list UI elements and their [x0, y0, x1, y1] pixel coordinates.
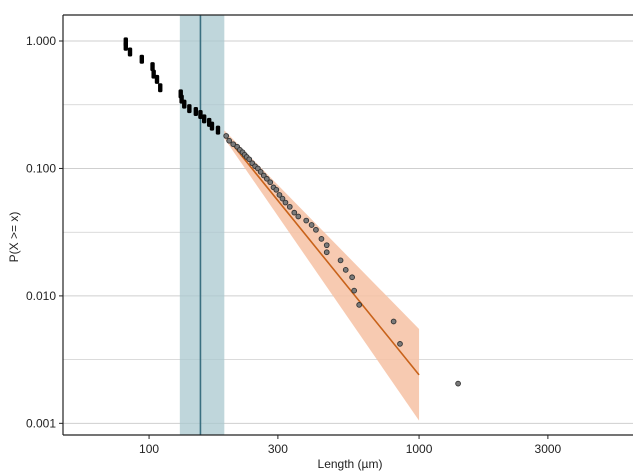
data-point: [323, 249, 330, 256]
data-point: [226, 137, 233, 144]
data-point: [257, 169, 264, 175]
data-point: [276, 192, 283, 198]
data-point: [246, 156, 253, 163]
y-tick-label: 0.100: [26, 161, 56, 175]
data-point: [267, 179, 274, 186]
y-tick-label: 1.000: [26, 34, 56, 48]
x-tick-label: 100: [139, 442, 159, 456]
data-point: [286, 203, 293, 210]
x-tick-label: 3000: [535, 442, 562, 456]
xmin-confidence-band: [179, 15, 225, 435]
data-point: [230, 141, 237, 148]
data-point: [342, 267, 349, 273]
data-point: [323, 242, 330, 249]
data-point: [193, 106, 199, 116]
data-point: [263, 175, 270, 182]
data-point: [215, 125, 221, 135]
data-point: [390, 318, 397, 325]
data-point: [291, 209, 298, 216]
data-point: [127, 47, 133, 57]
data-point: [337, 257, 344, 264]
data-point: [158, 83, 163, 93]
x-tick-label: 300: [268, 442, 288, 456]
data-point: [201, 114, 207, 124]
data-point: [123, 41, 128, 51]
data-point: [303, 217, 310, 224]
x-tick-label: 1000: [406, 442, 433, 456]
axis-layer: 0.001 0.010 0.100 1.000 100 300 1000 3000: [26, 14, 633, 456]
data-point: [150, 62, 155, 72]
data-point: [455, 380, 461, 387]
data-point: [397, 341, 403, 347]
data-point: [154, 74, 160, 84]
data-point: [151, 69, 156, 79]
data-point: [279, 195, 286, 202]
data-point: [223, 133, 230, 139]
data-point: [139, 54, 145, 64]
data-point: [356, 302, 363, 308]
data-point: [273, 186, 280, 193]
data-point: [198, 110, 203, 120]
data-point: [182, 99, 187, 109]
data-point: [187, 104, 192, 114]
band-layer: [179, 15, 420, 435]
data-point: [349, 274, 355, 281]
data-point: [351, 287, 358, 294]
data-point: [318, 236, 325, 242]
x-axis-title: Length (µm): [318, 457, 383, 471]
data-point: [313, 226, 319, 233]
fit-line: [223, 133, 420, 376]
data-point: [308, 222, 315, 228]
y-tick-label: 0.001: [26, 416, 56, 430]
points-layer: [123, 37, 461, 387]
data-point: [295, 213, 302, 220]
fit-confidence-band: [224, 130, 420, 421]
y-axis-title: P(X >= x): [7, 212, 21, 263]
data-point: [209, 121, 215, 131]
grid-layer: [63, 40, 633, 424]
y-tick-label: 0.010: [26, 289, 56, 303]
data-point: [282, 199, 289, 206]
